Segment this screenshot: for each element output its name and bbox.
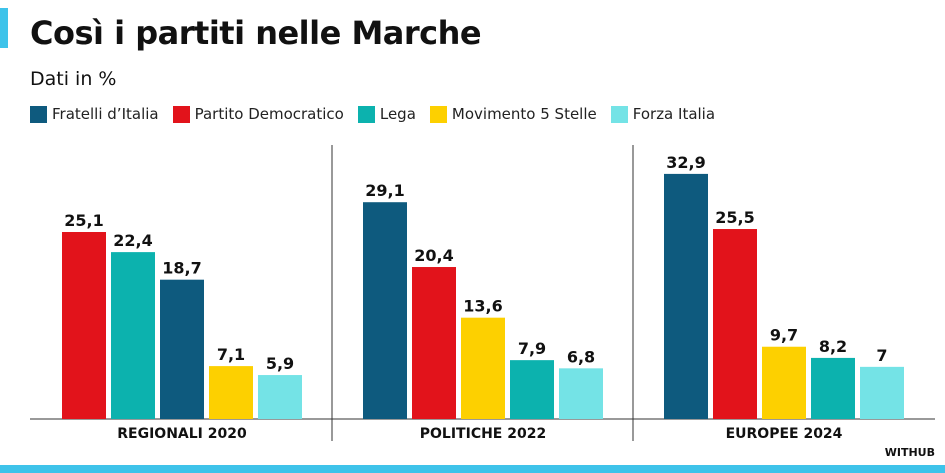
accent-bar-left — [0, 8, 8, 48]
data-label-2-pd: 20,4 — [414, 246, 453, 265]
legend-swatch-lega — [357, 105, 375, 123]
bar-2-pd — [412, 267, 456, 419]
data-label-2-m5s: 13,6 — [463, 297, 502, 316]
data-label-3-pd: 25,5 — [715, 208, 754, 227]
bar-3-forza — [860, 366, 904, 419]
chart-subtitle: Dati in % — [30, 68, 117, 90]
bar-1-m5s — [209, 366, 253, 419]
legend-swatch-m5s — [429, 105, 447, 123]
credit-withub: WITHUB — [884, 446, 935, 459]
legend-item-fratelli: Fratelli d’Italia — [30, 105, 159, 123]
data-label-3-lega: 8,2 — [819, 337, 847, 356]
bar-2-fratelli — [363, 202, 407, 419]
legend-swatch-forza — [610, 105, 628, 123]
legend-item-forza: Forza Italia — [610, 105, 716, 123]
group-label-2: POLITICHE 2022 — [420, 426, 546, 442]
data-label-2-forza: 6,8 — [567, 347, 595, 366]
legend-swatch-fratelli — [30, 105, 47, 123]
data-label-1-fratelli: 18,7 — [162, 259, 201, 278]
bar-3-lega — [811, 357, 855, 419]
legend-label-fratelli: Fratelli d’Italia — [52, 105, 159, 123]
data-label-1-lega: 22,4 — [113, 231, 152, 250]
bar-1-pd — [62, 232, 106, 419]
legend-label-m5s: Movimento 5 Stelle — [451, 105, 597, 123]
bar-2-forza — [559, 368, 603, 419]
bar-3-m5s — [762, 346, 806, 419]
data-label-1-pd: 25,1 — [64, 211, 103, 230]
bar-1-lega — [111, 252, 155, 419]
legend: Fratelli d’Italia Partito Democratico Le… — [30, 105, 729, 123]
group-label-3: EUROPEE 2024 — [726, 426, 843, 442]
legend-label-lega: Lega — [379, 105, 416, 123]
data-label-2-fratelli: 29,1 — [365, 181, 404, 200]
data-label-2-lega: 7,9 — [518, 339, 546, 358]
data-label-1-m5s: 7,1 — [217, 345, 245, 364]
chart-title: Così i partiti nelle Marche — [30, 14, 482, 52]
data-label-3-forza: 7 — [876, 346, 887, 365]
data-label-1-forza: 5,9 — [266, 354, 294, 373]
bar-2-lega — [510, 360, 554, 419]
data-label-3-m5s: 9,7 — [770, 326, 798, 345]
legend-item-m5s: Movimento 5 Stelle — [429, 105, 597, 123]
legend-item-lega: Lega — [357, 105, 416, 123]
bar-2-m5s — [461, 317, 505, 419]
bar-1-forza — [258, 375, 302, 419]
legend-item-pd: Partito Democratico — [172, 105, 344, 123]
group-label-1: REGIONALI 2020 — [117, 426, 247, 442]
bar-3-pd — [713, 229, 757, 419]
bar-1-fratelli — [160, 279, 204, 419]
legend-label-forza: Forza Italia — [632, 105, 716, 123]
bar-3-fratelli — [664, 173, 708, 419]
legend-swatch-pd — [172, 105, 190, 123]
accent-bar-bottom — [0, 465, 945, 473]
legend-label-pd: Partito Democratico — [194, 105, 344, 123]
data-label-3-fratelli: 32,9 — [666, 153, 705, 172]
